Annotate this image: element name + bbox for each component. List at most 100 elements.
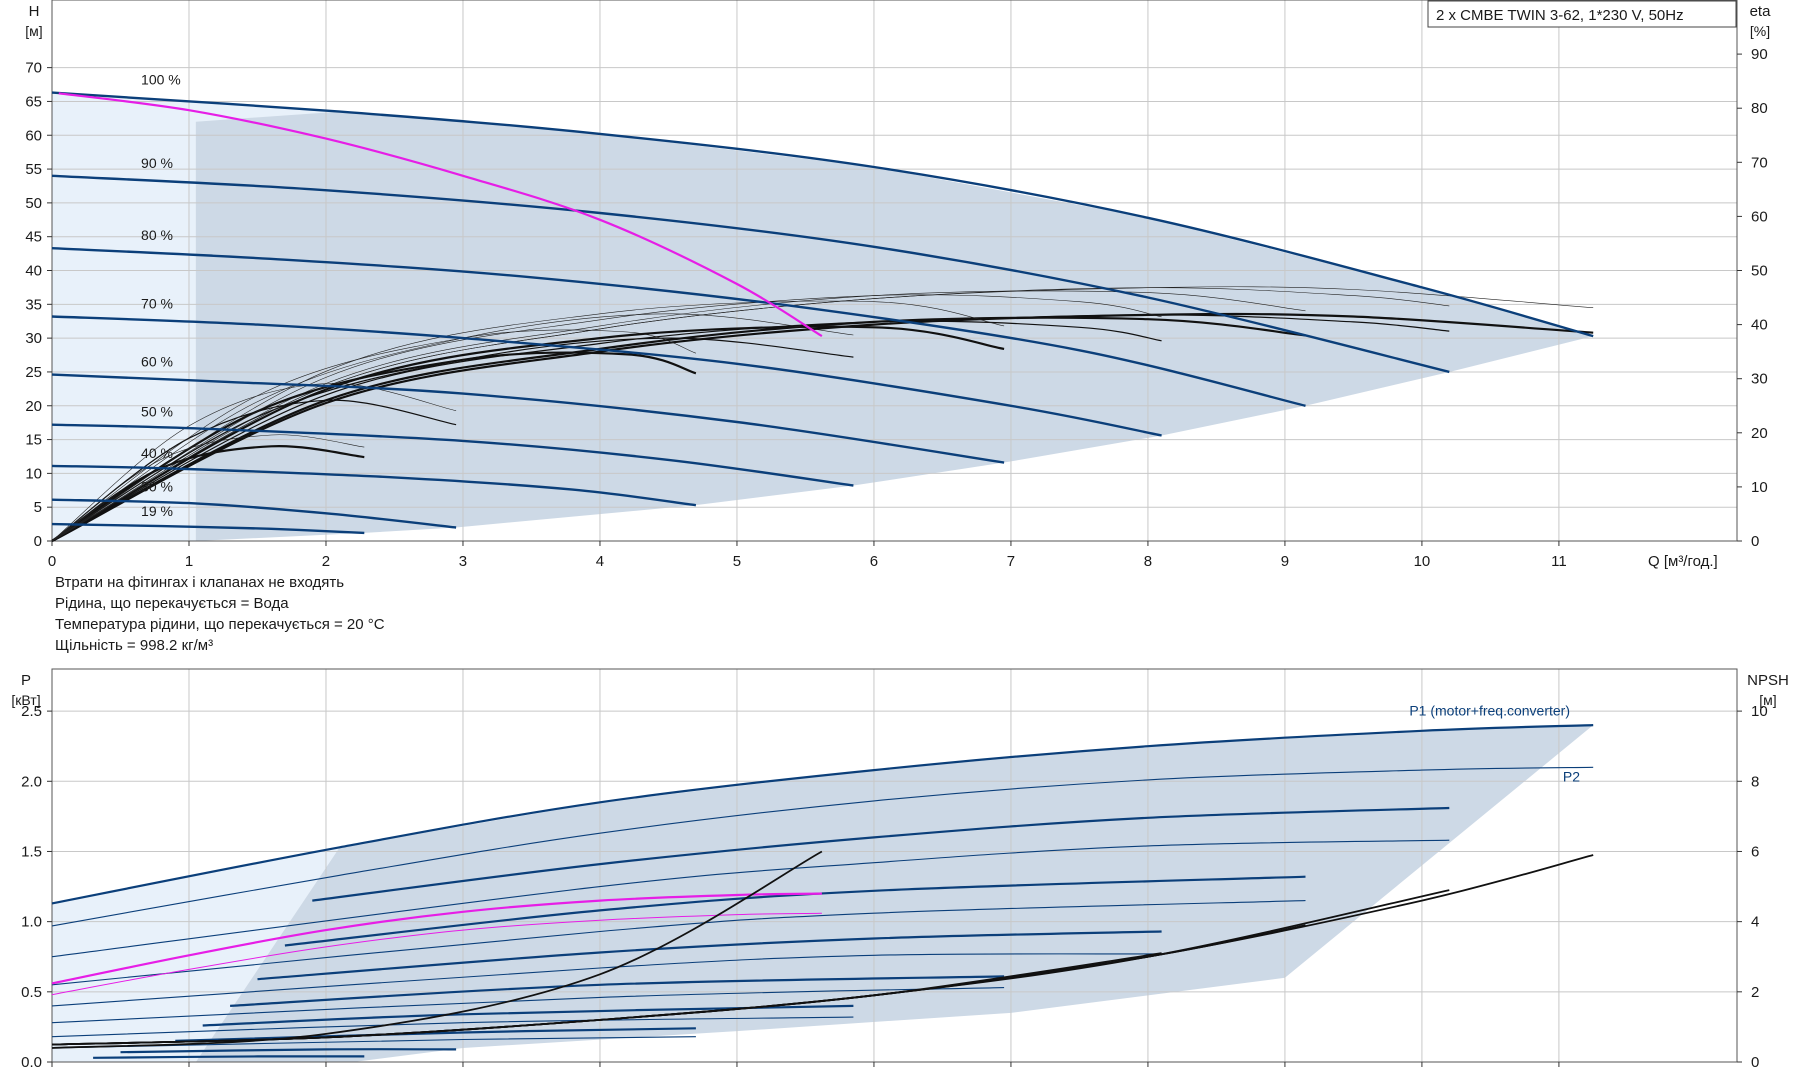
eta-curve-thin [51, 290, 1306, 542]
y-tick-label: 70 [25, 60, 42, 77]
y-tick-label: 40 [25, 263, 42, 280]
y2-tick-label: 0 [1751, 533, 1759, 550]
y-tick-label: 10 [25, 465, 42, 482]
duty-power-p1 [51, 892, 822, 985]
p-tick-label: 1.0 [21, 914, 42, 931]
speed-label: 90 % [141, 155, 173, 171]
power-p1-curve [202, 1004, 854, 1027]
y-tick-label: 30 [25, 330, 42, 347]
legend-p2: P2 [1563, 768, 1580, 784]
p-tick-label: 1.5 [21, 843, 42, 860]
title-box [1427, 0, 1737, 28]
note-density: Щільність = 998.2 кг/м³ [55, 637, 214, 654]
eta-curve-thin [51, 434, 365, 542]
note-temperature: Температура рідини, що перекачується = 2… [55, 616, 385, 633]
y-tick-label: 50 [25, 195, 42, 212]
y-tick-label: 35 [25, 296, 42, 313]
p-tick-label: 2.0 [21, 773, 42, 790]
power-p1-curve [230, 975, 1005, 1007]
y2-axis-unit: [%] [1750, 23, 1770, 39]
x-tick-label: 9 [1281, 553, 1289, 570]
head-curve [51, 373, 1005, 464]
power-axis-unit: [кВт] [11, 692, 40, 708]
speed-label: 19 % [141, 503, 173, 519]
y-tick-label: 45 [25, 229, 42, 246]
head-curve [51, 91, 1594, 338]
y-tick-label: 25 [25, 364, 42, 381]
y2-tick-label: 80 [1751, 100, 1768, 117]
power-panel: P1 (motor+freq.converter)P20.00.51.01.52… [11, 668, 1789, 1071]
power-p1-curve [175, 1027, 696, 1042]
y-tick-label: 0 [34, 533, 42, 550]
x-tick-label: 6 [870, 553, 878, 570]
npsh-tick-label: 10 [1751, 703, 1768, 720]
npsh-curve [51, 850, 823, 1049]
p-tick-label: 2.5 [21, 703, 42, 720]
note-liquid: Рідина, що перекачується = Вода [55, 595, 289, 612]
y2-tick-label: 90 [1751, 46, 1768, 63]
power-p2-curve [51, 1016, 854, 1038]
y-tick-label: 60 [25, 127, 42, 144]
speed-label: 50 % [141, 404, 173, 420]
head-operating-area [195, 111, 1594, 542]
speed-label: 100 % [141, 72, 181, 88]
y-tick-label: 20 [25, 398, 42, 415]
y2-tick-label: 70 [1751, 154, 1768, 171]
legend-p1: P1 (motor+freq.converter) [1409, 702, 1570, 718]
x-tick-label: 3 [459, 553, 467, 570]
y2-axis-label: eta [1750, 3, 1772, 20]
eta-curve-thin [51, 329, 696, 542]
x-tick-label: 4 [596, 553, 604, 570]
eta-curve [51, 316, 1306, 542]
speed-label: 70 % [141, 295, 173, 311]
npsh-tick-label: 8 [1751, 773, 1759, 790]
x-tick-label: 7 [1007, 553, 1015, 570]
y2-tick-label: 50 [1751, 263, 1768, 280]
power-operating-area [195, 725, 1594, 1062]
head-curve [51, 247, 1306, 407]
npsh-axis-label: NPSH [1747, 672, 1789, 689]
note-fittings: Втрати на фітингах і клапанах не входять [55, 574, 345, 591]
speed-label: 60 % [141, 354, 173, 370]
head-curve [51, 174, 1450, 374]
power-p1-curve [51, 724, 1594, 905]
power-p2-curve [51, 900, 1306, 986]
x-tick-label: 5 [733, 553, 741, 570]
npsh-tick-label: 6 [1751, 843, 1759, 860]
y-axis-unit: [м] [25, 23, 42, 39]
head-curve [51, 498, 457, 529]
speed-label: 30 % [141, 479, 173, 495]
y2-tick-label: 30 [1751, 371, 1768, 388]
npsh-tick-label: 2 [1751, 984, 1759, 1001]
power-p2-curve [51, 953, 1162, 1007]
y2-tick-label: 40 [1751, 317, 1768, 334]
head-curve [51, 315, 1162, 437]
x-tick-label: 2 [322, 553, 330, 570]
y2-tick-label: 10 [1751, 479, 1768, 496]
npsh-tick-label: 4 [1751, 914, 1759, 931]
chart-title: 2 x CMBE TWIN 3-62, 1*230 V, 50Hz [1436, 7, 1684, 24]
x-axis-label: Q [м³/год.] [1648, 553, 1718, 570]
head-curve [51, 522, 365, 535]
eta-curve-thin [51, 287, 1450, 542]
head-curve [51, 464, 697, 507]
power-p2-curve [51, 987, 1005, 1024]
p-tick-label: 0.5 [21, 984, 42, 1001]
eta-curve [51, 325, 1005, 542]
power-p1-curve [284, 875, 1306, 947]
power-p1-curve [257, 930, 1162, 981]
y-axis-label: H [29, 3, 40, 20]
npsh-curve [51, 952, 1162, 1046]
speed-label: 40 % [141, 445, 173, 461]
npsh-tick-label: 0 [1751, 1054, 1759, 1071]
y-tick-label: 15 [25, 432, 42, 449]
power-p2-curve [51, 766, 1594, 927]
x-tick-label: 8 [1144, 553, 1152, 570]
notes-block: Втрати на фітингах і клапанах не входять… [55, 572, 385, 656]
head-panel: 100 % 90 % 80 % 70 % 60 % 50 % 40 % 30 % 19 % 0 5 1… [25, 0, 1771, 570]
y-tick-label: 55 [25, 161, 42, 178]
eta-curve-thin [51, 294, 1162, 542]
eta-curve-thin [51, 300, 1005, 542]
x-tick-label: 11 [1551, 553, 1567, 570]
